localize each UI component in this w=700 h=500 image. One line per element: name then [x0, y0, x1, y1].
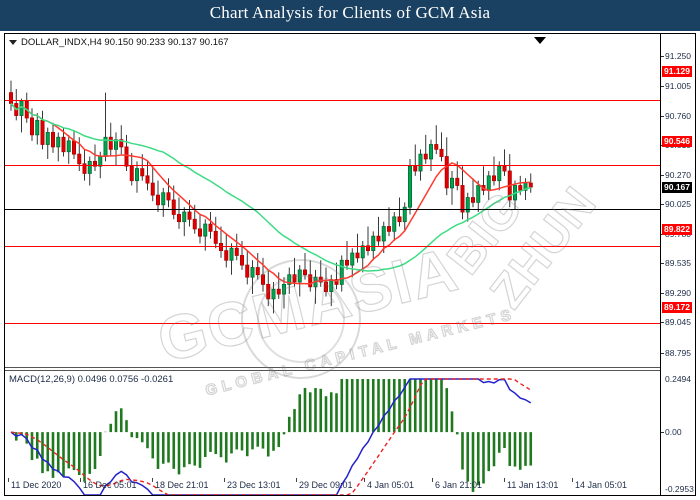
time-axis: 11 Dec 2020 16 Dec 05:01 18 Dec 21:01 23 De… — [4, 478, 696, 496]
symbol-bar[interactable]: DOLLAR_INDX,H4 90.150 90.233 90.137 90.1… — [9, 37, 229, 48]
price-tag-90546: 90.546 — [662, 136, 692, 148]
time-tick — [504, 478, 505, 482]
time-tick — [224, 478, 225, 482]
panel-separator-top — [5, 367, 660, 368]
time-axis-label: 14 Jan 05:01 — [575, 480, 628, 490]
time-axis-label: 11 Dec 2020 — [11, 480, 62, 490]
time-axis-label: 18 Dec 21:01 — [155, 480, 209, 490]
time-tick — [152, 478, 153, 482]
price-panel[interactable]: DOLLAR_INDX,H4 90.150 90.233 90.137 90.1… — [5, 34, 660, 495]
time-tick — [8, 478, 9, 482]
current-price-line — [5, 209, 660, 210]
time-axis-label: 6 Jan 21:01 — [435, 480, 483, 490]
price-tick: 88.795 — [661, 348, 697, 359]
symbol-bar-text: DOLLAR_INDX,H4 90.150 90.233 90.137 90.1… — [21, 37, 229, 48]
level-line-90546 — [5, 165, 660, 166]
time-tick — [364, 478, 365, 482]
price-tick: 91.250 — [661, 51, 697, 62]
price-tick: 90.270 — [661, 170, 697, 181]
price-series-canvas — [9, 80, 533, 495]
time-axis-label: 4 Jan 05:01 — [367, 480, 415, 490]
price-tick: 91.005 — [661, 81, 697, 92]
price-tag-89172: 89.172 — [662, 302, 692, 314]
page-title: Chart Analysis for Clients of GCM Asia — [209, 3, 491, 22]
title-bar: Chart Analysis for Clients of GCM Asia — [0, 0, 700, 31]
panel-separator-bottom — [5, 370, 660, 371]
watermark-ring-inner — [257, 275, 345, 363]
price-tick: 89.535 — [661, 258, 697, 269]
time-axis-label: 11 Jan 13:01 — [507, 480, 559, 490]
time-tick — [296, 478, 297, 482]
time-axis-label: 16 Dec 05:01 — [83, 480, 137, 490]
time-axis-label: 23 Dec 13:01 — [227, 480, 281, 490]
position-marker-icon — [534, 37, 546, 44]
price-tick: 89.290 — [661, 288, 697, 299]
time-tick — [572, 478, 573, 482]
time-tick — [80, 478, 81, 482]
price-tag-89822: 89.822 — [662, 223, 692, 235]
chart-frame: DOLLAR_INDX,H4 90.150 90.233 90.137 90.1… — [4, 33, 696, 496]
price-tick: 89.045 — [661, 317, 697, 328]
price-axis: 91.25091.00590.76090.51590.27090.02589.7… — [660, 34, 696, 495]
level-line-91129 — [5, 100, 660, 101]
macd-tick: 0.2494 — [665, 374, 691, 384]
caret-down-icon[interactable] — [9, 40, 17, 45]
macd-tick: 0.00 — [661, 427, 697, 438]
time-tick — [432, 478, 433, 482]
price-tick: 90.760 — [661, 111, 697, 122]
macd-indicator-label: MACD(12,26,9) 0.0496 0.0756 -0.0261 — [9, 374, 174, 385]
macd-tick: -0.2953 — [665, 484, 694, 494]
level-line-89822 — [5, 246, 660, 247]
price-tick: 90.025 — [661, 199, 697, 210]
price-tag-91129: 91.129 — [662, 66, 692, 78]
time-axis-label: 29 Dec 09:01 — [299, 480, 353, 490]
price-tag-90167: 90.167 — [662, 182, 692, 194]
